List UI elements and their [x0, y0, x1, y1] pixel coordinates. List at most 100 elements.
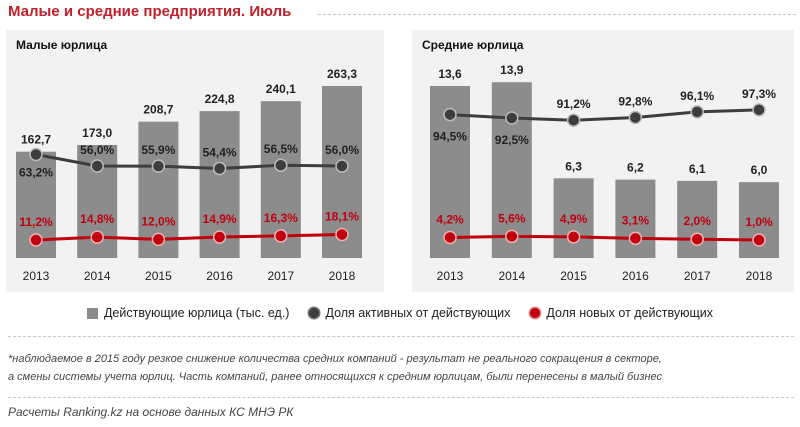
new-share-label: 12,0%: [141, 214, 175, 228]
x-tick-label: 2013: [23, 269, 50, 283]
new-share-point: [274, 229, 288, 243]
small-companies-title: Малые юрлица: [16, 38, 108, 52]
active-share-point: [690, 105, 704, 119]
x-tick-label: 2018: [746, 269, 773, 283]
source-note: Расчеты Ranking.kz на основе данных КС М…: [8, 405, 294, 419]
x-tick-label: 2014: [498, 269, 525, 283]
new-share-label: 4,9%: [560, 212, 588, 226]
active-share-point: [90, 159, 104, 173]
legend-active-label: Доля активных от действующих: [325, 306, 511, 320]
bar-value-label: 173,0: [82, 126, 112, 140]
x-tick-label: 2016: [622, 269, 649, 283]
small-companies-panel: 162,7 173,0 208,7 224,8 240,1 263,3 63,2% 56,0%…: [6, 30, 384, 292]
new-share-point: [690, 232, 704, 246]
active-share-point: [151, 159, 166, 173]
new-share-point: [212, 230, 227, 244]
source-divider: [8, 397, 794, 398]
active-share-label: 94,5%: [433, 130, 467, 144]
active-share-point: [628, 110, 643, 125]
new-share-label: 18,1%: [325, 209, 359, 223]
bar-value-label: 6,2: [627, 161, 644, 175]
x-tick-label: 2016: [206, 269, 233, 283]
active-share-label: 96,1%: [680, 89, 714, 103]
legend-item-new: Доля новых от действующих: [530, 306, 713, 320]
new-share-label: 5,6%: [498, 211, 526, 225]
new-share-label: 11,2%: [19, 215, 53, 229]
new-share-point: [29, 233, 43, 247]
new-share-point: [151, 232, 166, 247]
active-share-label: 56,0%: [325, 143, 359, 157]
bar-value-label: 6,1: [689, 162, 706, 176]
title-divider: [318, 14, 796, 15]
active-share-label: 55,9%: [141, 143, 175, 157]
bar-value-label: 13,9: [500, 63, 524, 77]
medium-companies-panel: 13,6 13,9 6,3 6,2 6,1 6,0 94,5% 92,5% 91,2% 92,8%…: [412, 30, 794, 292]
bar-value-label: 13,6: [438, 67, 462, 81]
red-dot-icon: [530, 308, 541, 318]
new-share-point: [566, 230, 581, 244]
bar-value-label: 6,3: [565, 159, 582, 173]
active-share-label: 92,5%: [495, 133, 529, 147]
active-share-label: 56,5%: [264, 142, 298, 156]
new-share-point: [90, 230, 104, 244]
new-share-line: [35, 232, 343, 242]
active-share-point: [29, 147, 43, 162]
active-share-point: [752, 103, 766, 117]
medium-companies-title: Средние юрлица: [422, 38, 524, 52]
bar-swatch-icon: [86, 307, 98, 319]
x-tick-label: 2013: [437, 269, 464, 283]
active-share-point: [505, 111, 519, 125]
bar-value-label: 208,7: [143, 103, 173, 117]
x-tick-label: 2015: [145, 269, 172, 283]
active-share-point: [274, 158, 288, 172]
legend-new-label: Доля новых от действующих: [546, 306, 714, 320]
active-share-point: [443, 107, 457, 122]
active-share-point: [335, 159, 349, 173]
legend-item-active: Доля активных от действующих: [309, 306, 510, 320]
new-share-point: [335, 227, 349, 242]
bar-value-label: 224,8: [205, 92, 235, 106]
new-share-label: 2,0%: [684, 214, 712, 228]
bar-2015: [553, 178, 594, 258]
new-share-label: 16,3%: [264, 211, 298, 225]
new-share-line: [449, 234, 760, 242]
new-share-label: 4,2%: [436, 212, 464, 226]
new-share-point: [443, 230, 457, 245]
legend-bars-label: Действующие юрлица (тыс. ед.): [103, 306, 290, 320]
new-share-point: [505, 229, 519, 244]
new-share-point: [752, 233, 766, 247]
dark-dot-icon: [309, 308, 320, 318]
footnote-line-2: а смены системы учета юрлиц. Часть компа…: [8, 371, 662, 383]
active-share-label: 63,2%: [19, 165, 53, 179]
active-share-line: [35, 153, 343, 171]
x-tick-label: 2018: [329, 269, 356, 283]
new-share-label: 14,9%: [203, 212, 237, 226]
x-tick-label: 2017: [684, 269, 711, 283]
active-share-label: 97,3%: [742, 87, 776, 101]
small-companies-chart: 162,7 173,0 208,7 224,8 240,1 263,3 63,2% 56,0%…: [16, 67, 362, 283]
active-share-line: [449, 108, 760, 122]
new-share-label: 14,8%: [80, 212, 114, 226]
chart-legend: Действующие юрлица (тыс. ед.) Доля актив…: [0, 302, 800, 324]
footnote-line-1: *наблюдаемое в 2015 году резкое снижение…: [8, 353, 662, 365]
legend-item-bars: Действующие юрлица (тыс. ед.): [86, 306, 290, 320]
bar-value-label: 263,3: [327, 67, 357, 81]
page-title: Малые и средние предприятия. Июль: [8, 3, 292, 20]
new-share-point: [628, 231, 643, 246]
active-share-label: 91,2%: [557, 97, 591, 111]
x-tick-label: 2017: [267, 269, 294, 283]
bar-value-label: 6,0: [751, 163, 768, 177]
x-tick-label: 2015: [560, 269, 587, 283]
active-share-point: [566, 113, 581, 127]
active-share-label: 92,8%: [618, 94, 652, 108]
new-share-label: 3,1%: [622, 213, 650, 227]
new-share-label: 1,0%: [745, 215, 773, 229]
medium-companies-chart: 13,6 13,9 6,3 6,2 6,1 6,0 94,5% 92,5% 91,2% 92,8%…: [430, 63, 779, 283]
footnote-divider: [8, 336, 794, 337]
active-share-label: 54,4%: [203, 146, 237, 160]
active-share-point: [212, 161, 227, 176]
footnote: *наблюдаемое в 2015 году резкое снижение…: [8, 350, 794, 386]
bar-value-label: 162,7: [21, 133, 51, 147]
bar-value-label: 240,1: [266, 82, 296, 96]
active-share-label: 56,0%: [80, 143, 114, 157]
